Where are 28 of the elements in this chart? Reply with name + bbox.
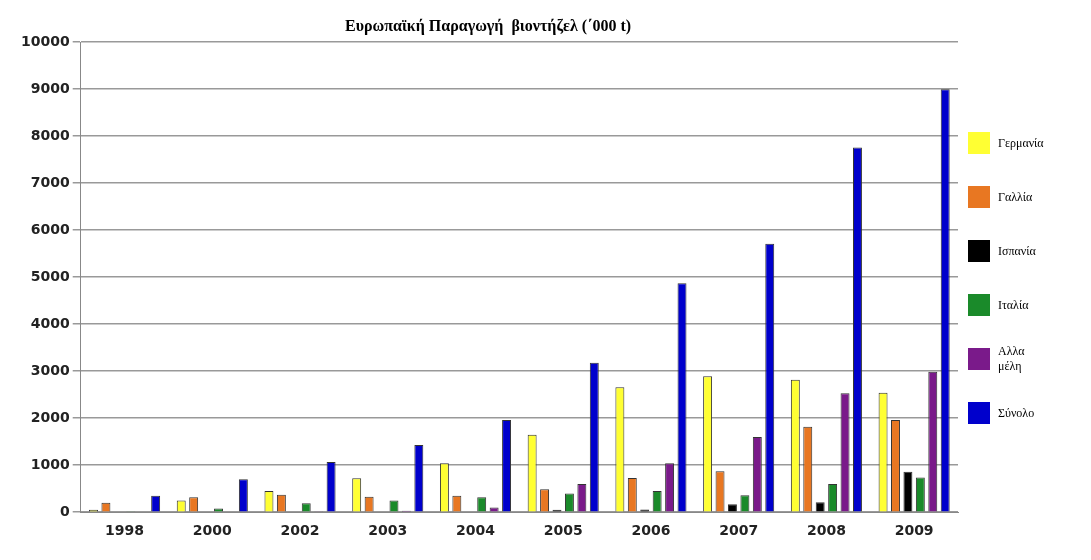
x-tick-label: 2002 [280,522,320,539]
x-tick-label: 2009 [894,522,934,539]
x-tick-label: 1998 [105,522,145,539]
y-tick-label: 4000 [30,314,70,331]
x-tick-label: 2007 [719,522,759,539]
x-tick-label: 2000 [192,522,233,539]
y-tick-label: 0 [59,502,70,519]
y-tick-label: 9000 [30,79,70,96]
x-tick-label: 2006 [631,522,671,539]
x-tick-label: 2005 [543,522,583,539]
y-tick-label: 6000 [30,220,70,237]
x-tick-label: 2004 [456,522,496,539]
y-tick-label: 1000 [30,455,70,472]
y-tick-label: 10000 [20,32,70,49]
y-tick-label: 2000 [30,408,70,425]
y-tick-label: 8000 [30,126,70,143]
legend-label: Γερμανία [998,135,1044,151]
legend-label: Ιταλία [998,297,1030,313]
legend-label: Γαλλία [998,189,1034,205]
legend-label: Αλλα μέλη [998,344,1026,374]
y-tick-label: 3000 [30,361,70,378]
y-tick-label: 5000 [30,267,70,284]
legend-label: Ισπανία [998,243,1037,259]
legend-label: Σύνολο [998,405,1036,421]
y-tick-label: 7000 [30,173,70,190]
x-tick-label: 2008 [806,522,846,539]
chart-title: Ευρωπαϊκή Παραγωγή βιοντήζελ (΄000 t) [344,16,632,35]
x-tick-label: 2003 [368,522,408,539]
